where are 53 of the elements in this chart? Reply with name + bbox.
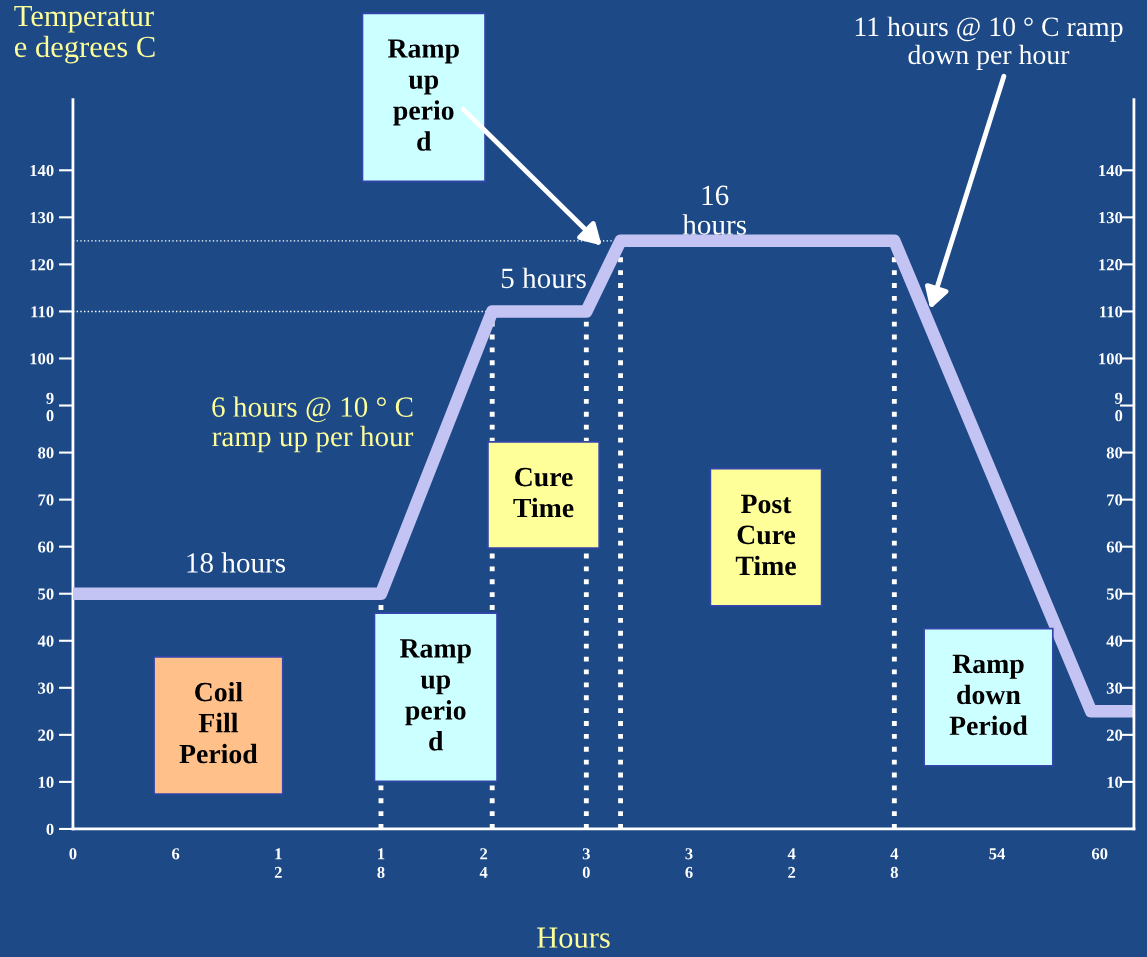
- x-tick-label: 54: [989, 848, 1006, 860]
- annotation: Cure Time: [513, 467, 574, 518]
- y2-tick-label: 140: [1099, 164, 1123, 177]
- annotation: Post Cure Time: [735, 494, 796, 576]
- annotation: 6 hours @ 10 ° C ramp up per hour: [212, 396, 414, 453]
- x-tick-label: 2 4: [479, 848, 488, 878]
- y2-tick-label: 30: [1106, 682, 1123, 694]
- y-tick-label: 110: [31, 306, 54, 318]
- annotation: Ramp down Period: [949, 654, 1028, 736]
- y-tick-label: 70: [38, 494, 54, 506]
- x-tick-label: 1 8: [377, 848, 385, 879]
- y2-tick-label: 120: [1099, 259, 1123, 271]
- y2-tick-label: 20: [1106, 729, 1123, 741]
- y-tick-label: 80: [38, 447, 54, 459]
- y-tick-label: 10: [38, 776, 54, 788]
- annotation: 5 hours: [501, 267, 586, 289]
- y-tick-label: 60: [38, 541, 54, 553]
- y-axis-title: Temperatur e degrees C: [14, 5, 155, 64]
- y2-tick-label: 10: [1107, 776, 1123, 788]
- y2-tick-label: 50: [1106, 588, 1123, 600]
- annotation: Coil Fill Period: [179, 681, 258, 764]
- y2-tick-label: 130: [1099, 212, 1123, 224]
- y2-tick-label: 60: [1106, 541, 1123, 553]
- x-tick-label: 3 0: [582, 848, 590, 879]
- x-tick-label: 3 6: [685, 848, 693, 879]
- y2-tick-label: 80: [1106, 447, 1123, 459]
- y2-tick-label: 110: [1100, 306, 1123, 318]
- y-tick-label: 30: [38, 682, 54, 694]
- annotation: Ramp up perio d: [399, 639, 471, 751]
- x-axis-title: Hours: [537, 927, 610, 948]
- y-tick-label: 0: [46, 823, 54, 835]
- y2-tick-label: 9 0: [1114, 392, 1123, 422]
- annotation: 16 hours: [682, 185, 747, 235]
- y-tick-label: 140: [30, 164, 54, 177]
- y-tick-label: 120: [30, 259, 54, 271]
- y-tick-label: 130: [30, 212, 54, 224]
- y2-tick-label: 100: [1099, 353, 1123, 365]
- annotation: Ramp up perio d: [387, 39, 459, 151]
- y-tick-label: 50: [38, 588, 54, 600]
- y-tick-label: 9 0: [46, 392, 54, 422]
- x-tick-label: 0: [69, 848, 77, 860]
- y2-tick-label: 40: [1106, 635, 1123, 647]
- y-tick-label: 100: [30, 353, 54, 365]
- x-tick-label: 6: [172, 848, 180, 860]
- x-tick-label: 60: [1091, 848, 1108, 860]
- y2-tick-label: 70: [1107, 494, 1123, 506]
- annotation: 11 hours @ 10 ° C ramp down per hour: [855, 16, 1123, 70]
- annotation: 18 hours: [187, 552, 286, 573]
- x-tick-label: 4 2: [787, 848, 796, 878]
- y-tick-label: 20: [38, 729, 54, 741]
- y-tick-label: 40: [37, 635, 54, 647]
- x-tick-label: 1 2: [274, 848, 282, 878]
- x-tick-label: 4 8: [890, 848, 899, 879]
